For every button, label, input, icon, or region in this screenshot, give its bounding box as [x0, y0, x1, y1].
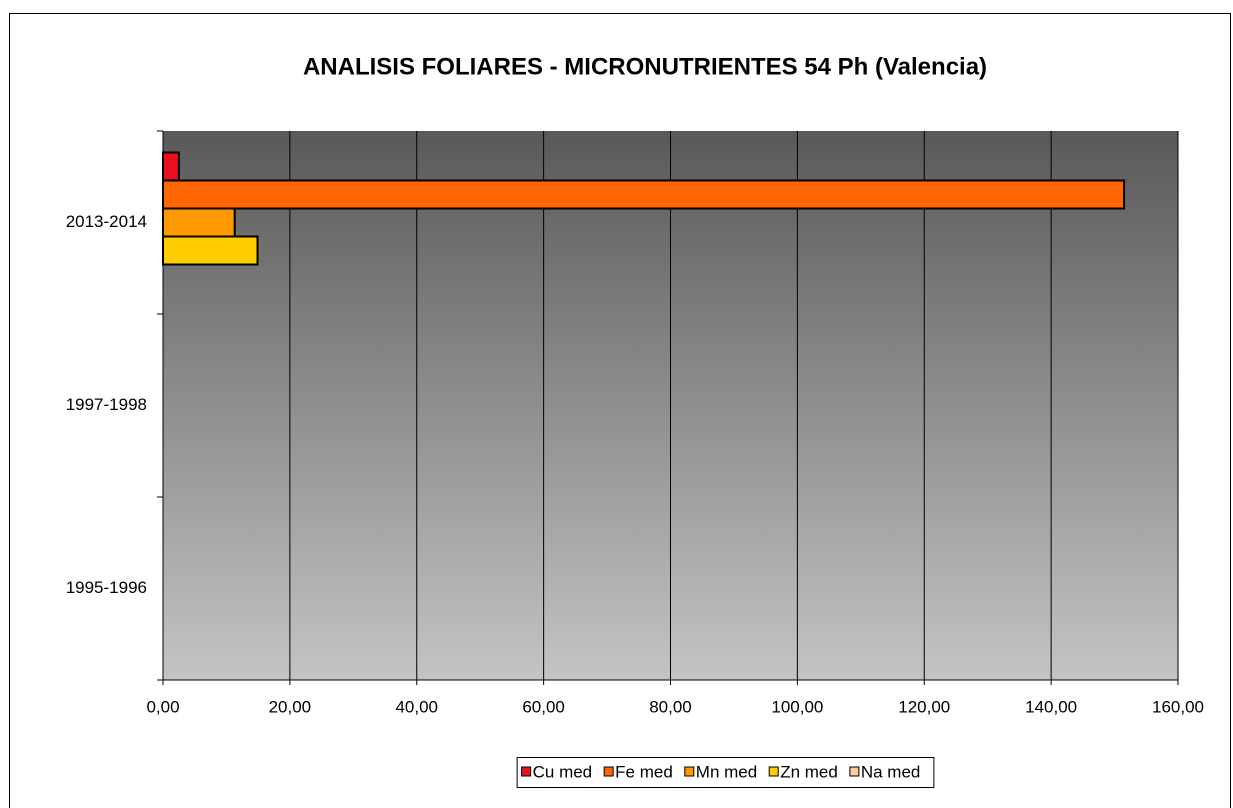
x-tick-label: 140,00	[1025, 697, 1077, 716]
x-tick-label: 80,00	[649, 697, 692, 716]
legend-swatch	[768, 766, 779, 777]
legend-swatch	[603, 766, 614, 777]
x-tick-label: 120,00	[898, 697, 950, 716]
x-tick-label: 160,00	[1152, 697, 1204, 716]
legend-label: Cu med	[533, 762, 593, 781]
x-tick-label: 100,00	[771, 697, 823, 716]
y-tick-label: 1995-1996	[66, 578, 147, 597]
bar	[162, 235, 259, 266]
x-tick-label: 40,00	[395, 697, 438, 716]
x-tick-label: 0,00	[146, 697, 179, 716]
legend	[516, 757, 935, 788]
legend-label: Na med	[861, 762, 921, 781]
x-tick-label: 60,00	[522, 697, 565, 716]
legend-swatch	[521, 766, 532, 777]
x-tick-label: 20,00	[269, 697, 312, 716]
y-tick-label: 1997-1998	[66, 395, 147, 414]
bar	[162, 207, 236, 238]
legend-label: Mn med	[696, 762, 757, 781]
bar	[162, 179, 1126, 210]
y-tick-label: 2013-2014	[66, 212, 147, 231]
legend-swatch	[684, 766, 695, 777]
legend-label: Fe med	[615, 762, 673, 781]
bar	[162, 151, 180, 182]
legend-label: Zn med	[780, 762, 838, 781]
legend-swatch	[849, 766, 860, 777]
chart-title: ANALISIS FOLIARES - MICRONUTRIENTES 54 P…	[303, 53, 987, 80]
